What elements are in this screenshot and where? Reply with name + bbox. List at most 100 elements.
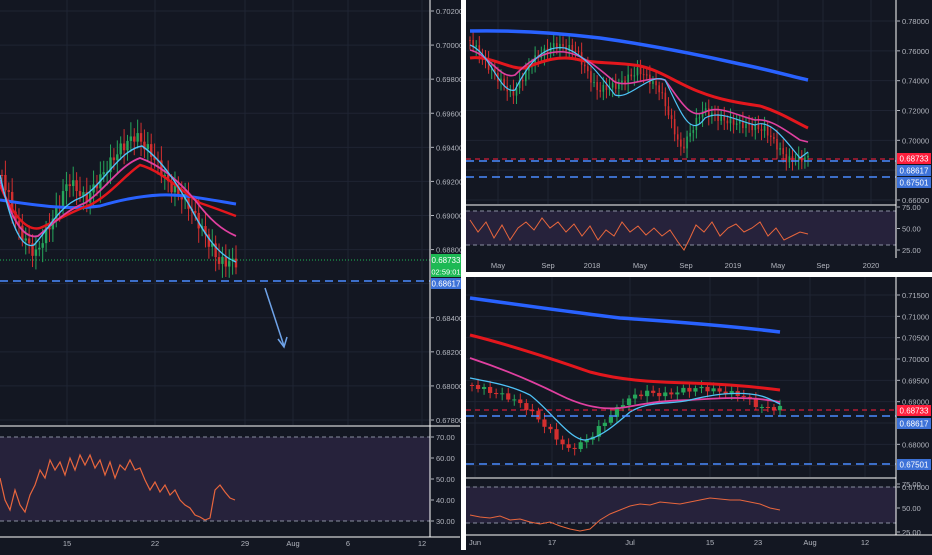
left-candle-body[interactable] <box>116 154 119 161</box>
top-right-candle-body[interactable] <box>788 156 791 163</box>
top-right-candle-body[interactable] <box>614 83 617 89</box>
bottom-right-candle-body[interactable] <box>596 426 601 437</box>
top-right-candle-body[interactable] <box>490 69 493 71</box>
top-right-candle-body[interactable] <box>745 123 747 129</box>
top-right-candle-body[interactable] <box>766 126 769 136</box>
left-candle-body[interactable] <box>173 185 177 193</box>
left-candle-body[interactable] <box>112 157 116 161</box>
bottom-right-candle-body[interactable] <box>536 410 541 420</box>
bottom-right-candle-body[interactable] <box>777 405 783 411</box>
top-right-candle-body[interactable] <box>726 120 729 124</box>
top-right-candle-body[interactable] <box>779 148 781 150</box>
top-right-candle-body[interactable] <box>636 67 639 76</box>
top-right-candle-body[interactable] <box>695 117 698 131</box>
left-candle-body[interactable] <box>88 192 92 203</box>
top-right-candle-body[interactable] <box>518 79 521 89</box>
left-price-pane-bg[interactable] <box>0 0 430 425</box>
top-right-candle-body[interactable] <box>556 43 558 50</box>
top-right-candle-body[interactable] <box>574 50 577 52</box>
bottom-right-candle-body[interactable] <box>608 416 614 423</box>
top-right-candle-body[interactable] <box>686 136 688 149</box>
left-candle-body[interactable] <box>211 243 214 247</box>
left-candle-body[interactable] <box>166 174 170 182</box>
bottom-right-candle-body[interactable] <box>705 386 710 392</box>
top-right-candle-body[interactable] <box>630 74 633 77</box>
left-time-axis[interactable]: 15 22 29 Aug 6 12 <box>63 539 426 548</box>
top-right-candle-body[interactable] <box>717 114 719 121</box>
top-right-candle-body[interactable] <box>475 45 478 48</box>
top-right-candle-body[interactable] <box>503 78 505 86</box>
top-right-candle-body[interactable] <box>776 138 778 150</box>
bottom-right-candle-body[interactable] <box>741 395 746 397</box>
left-candle-body[interactable] <box>163 174 166 177</box>
left-candle-body[interactable] <box>187 193 190 209</box>
top-right-candle-body[interactable] <box>568 44 571 51</box>
top-right-candle-body[interactable] <box>763 126 766 131</box>
top-right-candle-body[interactable] <box>701 111 704 118</box>
panel-divider-horizontal[interactable] <box>466 272 932 277</box>
left-candle-body[interactable] <box>207 234 211 247</box>
top-right-candle-body[interactable] <box>797 155 800 161</box>
left-candle-body[interactable] <box>7 190 10 192</box>
top-right-candle-body[interactable] <box>785 154 788 163</box>
bottom-right-candle-body[interactable] <box>693 388 698 392</box>
top-right-candle-body[interactable] <box>754 124 757 131</box>
left-candle-body[interactable] <box>34 249 38 256</box>
left-candle-body[interactable] <box>4 175 7 191</box>
left-candle-body[interactable] <box>27 238 31 244</box>
top-right-candle-body[interactable] <box>515 88 518 96</box>
top-right-candle-body[interactable] <box>658 85 660 93</box>
top-right-candle-body[interactable] <box>639 67 642 75</box>
bottom-right-candle-body[interactable] <box>554 429 559 440</box>
left-candle-body[interactable] <box>119 143 122 155</box>
bottom-right-candle-body[interactable] <box>723 391 728 395</box>
bottom-right-candle-body[interactable] <box>578 442 583 450</box>
bottom-right-candle-body[interactable] <box>717 388 722 392</box>
top-right-candle-body[interactable] <box>583 64 586 67</box>
top-right-candle-body[interactable] <box>683 146 685 149</box>
top-right-candle-body[interactable] <box>605 84 608 90</box>
left-candle-body[interactable] <box>129 136 133 141</box>
top-right-candle-body[interactable] <box>469 40 471 41</box>
projection-arrow[interactable] <box>264 287 288 349</box>
bottom-right-candle-body[interactable] <box>494 392 499 395</box>
left-candle-body[interactable] <box>122 143 126 151</box>
bottom-right-candle-body[interactable] <box>542 419 547 427</box>
bottom-right-candle-body[interactable] <box>675 392 680 395</box>
top-right-candle-body[interactable] <box>528 66 530 71</box>
top-right-candle-body[interactable] <box>633 75 636 77</box>
left-candle-body[interactable] <box>68 184 72 187</box>
bottom-right-candle-body[interactable] <box>759 406 764 408</box>
bottom-right-candle-body[interactable] <box>753 398 758 407</box>
top-right-candle-body[interactable] <box>500 78 502 82</box>
bottom-right-candle-body[interactable] <box>475 385 481 389</box>
left-candle-body[interactable] <box>14 211 17 221</box>
bottom-right-candle-body[interactable] <box>469 385 475 386</box>
left-candle-body[interactable] <box>17 220 21 226</box>
top-right-candle-body[interactable] <box>549 47 552 53</box>
left-price-axis[interactable]: 0.70200 0.70000 0.69800 0.69600 0.69400 0.692… <box>431 7 463 425</box>
top-right-candle-body[interactable] <box>676 134 679 140</box>
left-candle-body[interactable] <box>48 227 51 230</box>
top-right-candle-body[interactable] <box>742 120 744 129</box>
top-right-candle-body[interactable] <box>670 115 673 120</box>
top-right-candle-body[interactable] <box>757 124 760 130</box>
left-candle-body[interactable] <box>234 258 238 268</box>
top-right-price-axis[interactable]: 0.780000.760000.740000.720000.700000.680… <box>897 17 929 205</box>
bottom-right-candle-body[interactable] <box>500 393 505 395</box>
bottom-right-time-axis[interactable]: Jun 17 Jul 15 23 Aug 12 <box>469 538 869 547</box>
top-right-candle-body[interactable] <box>552 43 555 48</box>
left-candle-body[interactable] <box>31 243 34 256</box>
top-right-candle-body[interactable] <box>587 66 589 72</box>
bottom-right-candle-body[interactable] <box>530 410 535 412</box>
top-right-candle-body[interactable] <box>655 81 657 86</box>
left-candle-body[interactable] <box>136 133 139 142</box>
left-candle-body[interactable] <box>194 210 197 213</box>
left-candle-body[interactable] <box>109 157 112 173</box>
left-candle-body[interactable] <box>38 247 41 250</box>
bottom-right-candle-body[interactable] <box>711 388 716 392</box>
bottom-right-candle-body[interactable] <box>481 387 487 389</box>
bottom-right-candle-body[interactable] <box>687 387 692 392</box>
top-right-time-axis[interactable]: May Sep 2018 May Sep 2019 May Sep 2020 <box>491 261 879 270</box>
left-candle-body[interactable] <box>0 175 4 176</box>
